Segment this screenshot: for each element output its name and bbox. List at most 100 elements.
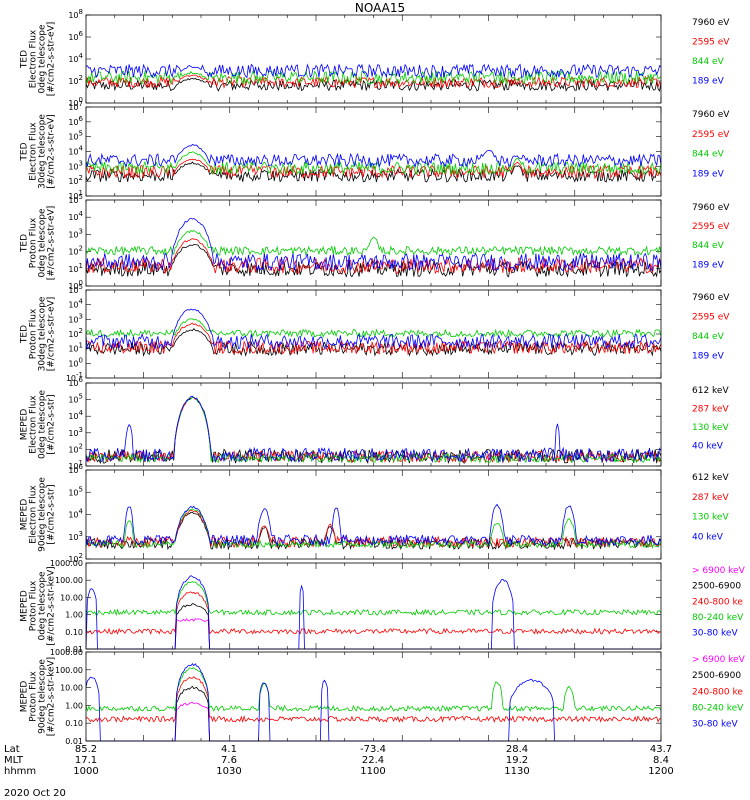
ytick-label: 104 (68, 508, 83, 520)
legend-entry: 7960 eV (692, 203, 730, 213)
footer-value: 1100 (360, 766, 385, 777)
series-line-4 (85, 217, 662, 272)
ytick-label: 100 (68, 356, 83, 368)
series-line-2 (86, 685, 661, 742)
footer-value: 7.6 (221, 755, 237, 766)
legend-entry: 189 eV (692, 260, 725, 270)
footer-row-label: Lat (4, 744, 20, 755)
legend-entry: 844 eV (692, 57, 725, 67)
ytick-label: 104 (68, 145, 83, 157)
footer-value: 17.1 (75, 755, 97, 766)
footer-value: 1130 (504, 766, 529, 777)
footer-value: 43.7 (650, 744, 672, 755)
ytick-label: 0.01 (65, 645, 83, 654)
panel-5: 101 102 103 104 105 106 MEPEDElectron Flux0deg… (20, 376, 730, 471)
series-line-5 (85, 663, 661, 742)
legend-entry: 287 keV (692, 493, 729, 503)
ytick-label: 100 (68, 96, 83, 108)
legend-entry: 844 eV (692, 241, 725, 251)
series-line-3 (85, 591, 662, 635)
ytick-label: 106 (68, 463, 83, 475)
legend-entry: 189 eV (692, 352, 725, 362)
ytick-label: 10-1 (66, 371, 83, 383)
ytick-label: 102 (68, 74, 83, 86)
legend-entry: 30-80 keV (692, 629, 738, 639)
ytick-label: 102 (68, 245, 83, 257)
series-line-3 (85, 676, 662, 724)
footer-value: 8.4 (653, 755, 669, 766)
series-line-2 (85, 158, 662, 180)
footer-axis-labels: Lat 85.2 4.1 -73.4 28.4 43.7 MLT 17.1 7.6 22.4 19.… (4, 744, 674, 777)
series-line-2 (85, 509, 662, 549)
series-line-4 (85, 581, 662, 617)
legend-entry: 2595 eV (692, 313, 730, 323)
ytick-label: 104 (68, 409, 83, 421)
ytick-label: 101 (68, 459, 83, 471)
ylabel: TEDProton Flux30deg telescope[#/cm2-s-st… (20, 296, 57, 371)
series-line-2 (85, 74, 662, 90)
legend-entry: 189 eV (692, 77, 725, 87)
ylabel: TEDElectron Flux30deg telescope[#/cm2-s-… (20, 114, 57, 189)
ytick-label: 10.00 (60, 593, 83, 602)
footer-value: -73.4 (360, 744, 386, 755)
series-line-4 (85, 63, 662, 79)
ytick-label: 100 (68, 279, 83, 291)
figure-title: NOAA15 (355, 1, 405, 15)
panel-2: 101 102 103 104 105 106 107 TEDElectron Flux30d… (20, 100, 731, 201)
footer-value: 1030 (216, 766, 241, 777)
legend-entry: 189 eV (692, 169, 725, 179)
series-line-2 (85, 238, 662, 275)
panel-7: 0.010.101.0010.00100.001000.00MEPEDProto… (20, 559, 746, 654)
series-line-4 (85, 667, 662, 713)
legend-entry: 844 eV (692, 150, 725, 160)
legend-entry: 40 keV (692, 441, 724, 451)
ytick-label: 101 (68, 262, 83, 274)
ytick-label: 105 (68, 193, 83, 205)
legend-entry: 30-80 keV (692, 720, 738, 730)
series-line-3 (85, 508, 662, 549)
ytick-label: 107 (68, 100, 83, 112)
series-line-4 (85, 503, 662, 547)
legend-entry: > 6900 keV (692, 655, 746, 665)
legend-entry: 2595 eV (692, 130, 730, 140)
panel-frame (85, 469, 662, 560)
ytick-label: 0.01 (65, 737, 83, 746)
legend-entry: 7960 eV (692, 18, 730, 28)
ytick-label: 101 (68, 342, 83, 354)
footer-value: 22.4 (362, 755, 384, 766)
panel-group: 100 102 104 106 108 TEDElectron Flux0deg tele… (20, 8, 746, 746)
panel-frame (85, 562, 662, 650)
series-line-4 (85, 395, 662, 464)
ytick-label: 103 (68, 312, 83, 324)
footer-value: 85.2 (75, 744, 97, 755)
ytick-label: 105 (68, 485, 83, 497)
legend-entry: 612 keV (692, 473, 729, 483)
ylabel: MEPEDProton Flux0deg telescope[#/cm2-s-s… (20, 566, 57, 645)
series-line-4 (85, 308, 662, 350)
footer-row-label: hhmm (4, 766, 36, 777)
ytick-label: 106 (68, 115, 83, 127)
legend-entry: 2595 eV (692, 222, 730, 232)
series-line-2 (85, 322, 662, 356)
ytick-label: 0.10 (65, 628, 83, 637)
ytick-label: 1.00 (65, 701, 83, 710)
legend-entry: 130 keV (692, 423, 729, 433)
panel-frame (85, 382, 662, 467)
legend-entry: 130 keV (692, 513, 729, 523)
legend-entry: 287 keV (692, 404, 729, 414)
legend-entry: 240-800 ke (692, 597, 743, 607)
legend-entry: 2595 eV (692, 38, 730, 48)
panel-8: 0.01 0.10 1.00 10.00 100.00 1000.00MEPEDProto… (20, 648, 746, 746)
panel-frame (85, 651, 662, 742)
panel-frame (85, 289, 662, 379)
footer-value: 1000 (73, 766, 98, 777)
legend-entry: 2500-6900 (692, 671, 741, 681)
legend-entry: 240-800 ke (692, 687, 743, 697)
legend-entry: 40 keV (692, 532, 724, 542)
series-line-3 (85, 318, 662, 339)
legend-entry: 7960 eV (692, 110, 730, 120)
ytick-label: 105 (68, 283, 83, 295)
legend-entry: 7960 eV (692, 293, 730, 303)
ytick-label: 106 (68, 30, 83, 42)
